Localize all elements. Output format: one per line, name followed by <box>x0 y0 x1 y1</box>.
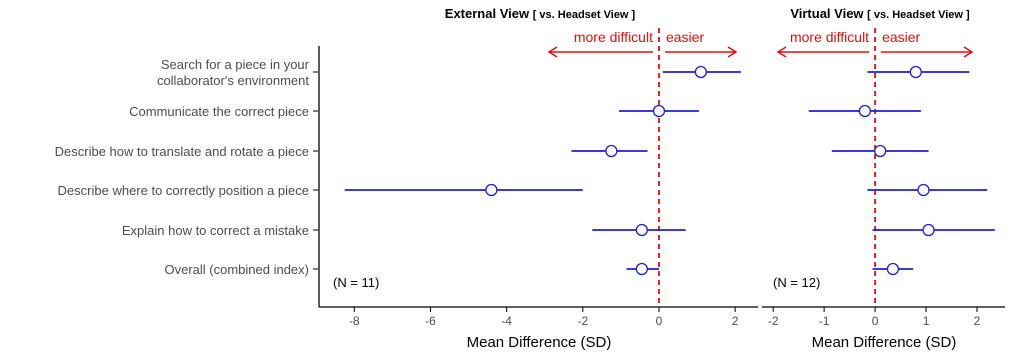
x-tick-label: 2 <box>732 314 739 328</box>
mean-point <box>635 223 648 237</box>
sample-size-label: (N = 12) <box>773 275 820 290</box>
category-label-search: Search for a piece in your <box>161 57 310 72</box>
category-label: Explain how to correct a mistake <box>122 223 309 238</box>
panel-title-suffix: [ vs. Headset View ] <box>867 9 970 21</box>
panel-title-main: Virtual View <box>790 6 867 21</box>
x-tick-label: 0 <box>872 314 879 328</box>
panel-virtual-view: Virtual View [ vs. Headset View ] -2 -1 0 1 2… <box>762 6 1005 351</box>
category-label: Describe how to translate and rotate a p… <box>55 144 309 159</box>
category-label: Describe where to correctly position a p… <box>58 183 309 198</box>
x-tick-label: -8 <box>349 314 360 328</box>
arrowhead-right <box>963 46 974 58</box>
arrowhead-left <box>776 46 787 58</box>
arrowhead-left <box>547 46 558 58</box>
arrowhead-right <box>727 46 738 58</box>
x-axis-title: Mean Difference (SD) <box>467 334 612 351</box>
label-more-difficult: more difficult <box>790 29 869 45</box>
mean-point <box>886 262 900 276</box>
mean-point <box>874 144 887 158</box>
panel-title-suffix: [ vs. Headset View ] <box>533 9 636 21</box>
label-easier: easier <box>666 29 704 45</box>
x-tick-label: -2 <box>577 314 588 328</box>
x-tick-label: 0 <box>656 314 663 328</box>
x-tick-label: -2 <box>768 314 779 328</box>
mean-point <box>652 104 666 118</box>
mean-point <box>694 65 708 79</box>
category-label: Overall (combined index) <box>164 262 309 277</box>
panel-external-view: External View [ vs. Headset View ] -8 -6 -4… <box>318 6 758 351</box>
x-tick-label: -4 <box>501 314 512 328</box>
label-more-difficult: more difficult <box>574 29 653 45</box>
category-label: Communicate the correct piece <box>129 104 309 119</box>
category-label-search-line2: collaborator's environment <box>157 73 309 88</box>
mean-point <box>605 144 618 158</box>
label-easier: easier <box>882 29 920 45</box>
x-tick-label: 2 <box>974 314 981 328</box>
mean-point <box>917 183 930 197</box>
mean-point <box>858 104 872 118</box>
mean-point <box>485 183 498 197</box>
category-labels: Search for a piece in yourcollaborator's… <box>55 57 318 277</box>
panel-title-main: External View <box>445 6 533 21</box>
mean-point <box>922 223 935 237</box>
x-tick-label: -6 <box>425 314 436 328</box>
x-axis-title: Mean Difference (SD) <box>812 334 957 351</box>
mean-point <box>635 262 648 276</box>
panel-title: Virtual View [ vs. Headset View ] <box>790 6 970 21</box>
mean-point <box>909 65 922 79</box>
sample-size-label: (N = 11) <box>333 275 379 290</box>
panel-title: External View [ vs. Headset View ] <box>445 6 636 21</box>
x-tick-label: 1 <box>923 314 930 328</box>
x-tick-label: -1 <box>819 314 830 328</box>
